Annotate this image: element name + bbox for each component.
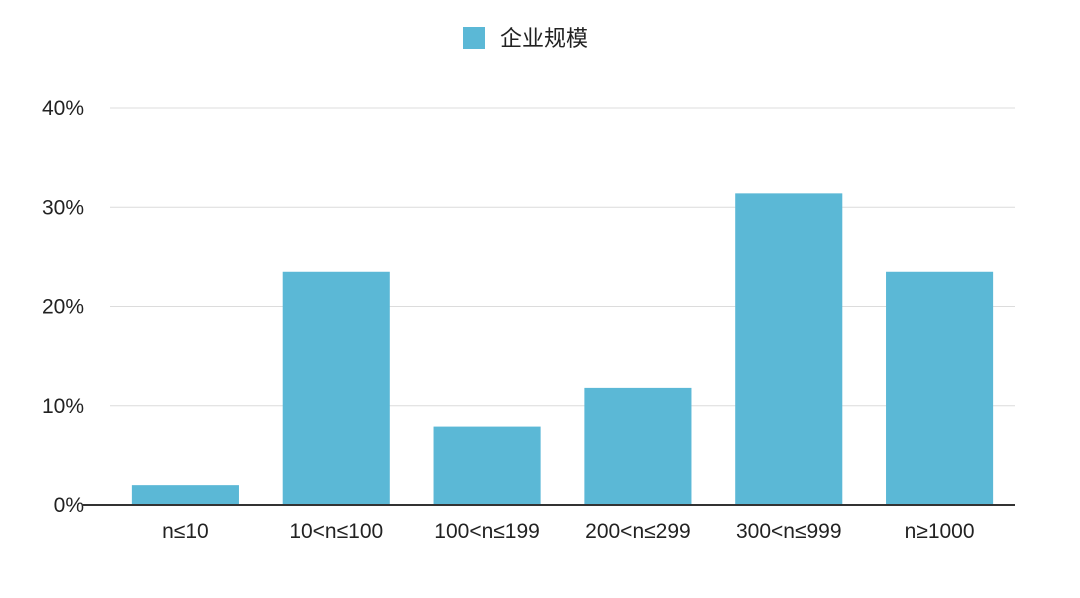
y-tick-label: 20% [42, 296, 84, 319]
x-tick-label: 200<n≤299 [585, 520, 691, 543]
x-tick-label: 10<n≤100 [289, 520, 383, 543]
legend-label: 企业规模 [500, 26, 588, 51]
x-tick-label: n≤10 [162, 520, 209, 543]
x-tick-label: n≥1000 [905, 520, 975, 543]
bar-2 [433, 426, 541, 505]
legend-swatch [463, 27, 485, 49]
y-tick-label: 40% [42, 97, 84, 120]
x-tick-label: 100<n≤199 [434, 520, 540, 543]
axes: 0% 10% 20% 30% 40% n≤10 10<n≤100 100<n≤199 200<n… [42, 97, 1015, 543]
bar-3 [584, 387, 692, 505]
bars [131, 193, 994, 506]
grid-lines [110, 107, 1015, 407]
legend: 企业规模 [463, 26, 588, 51]
y-tick-label: 10% [42, 395, 84, 418]
y-tick-label: 0% [54, 494, 84, 517]
bar-0 [131, 485, 239, 505]
bar-4 [735, 193, 843, 506]
y-tick-label: 30% [42, 196, 84, 219]
bar-1 [282, 271, 390, 505]
bar-5 [886, 271, 994, 505]
x-tick-label: 300<n≤999 [736, 520, 842, 543]
